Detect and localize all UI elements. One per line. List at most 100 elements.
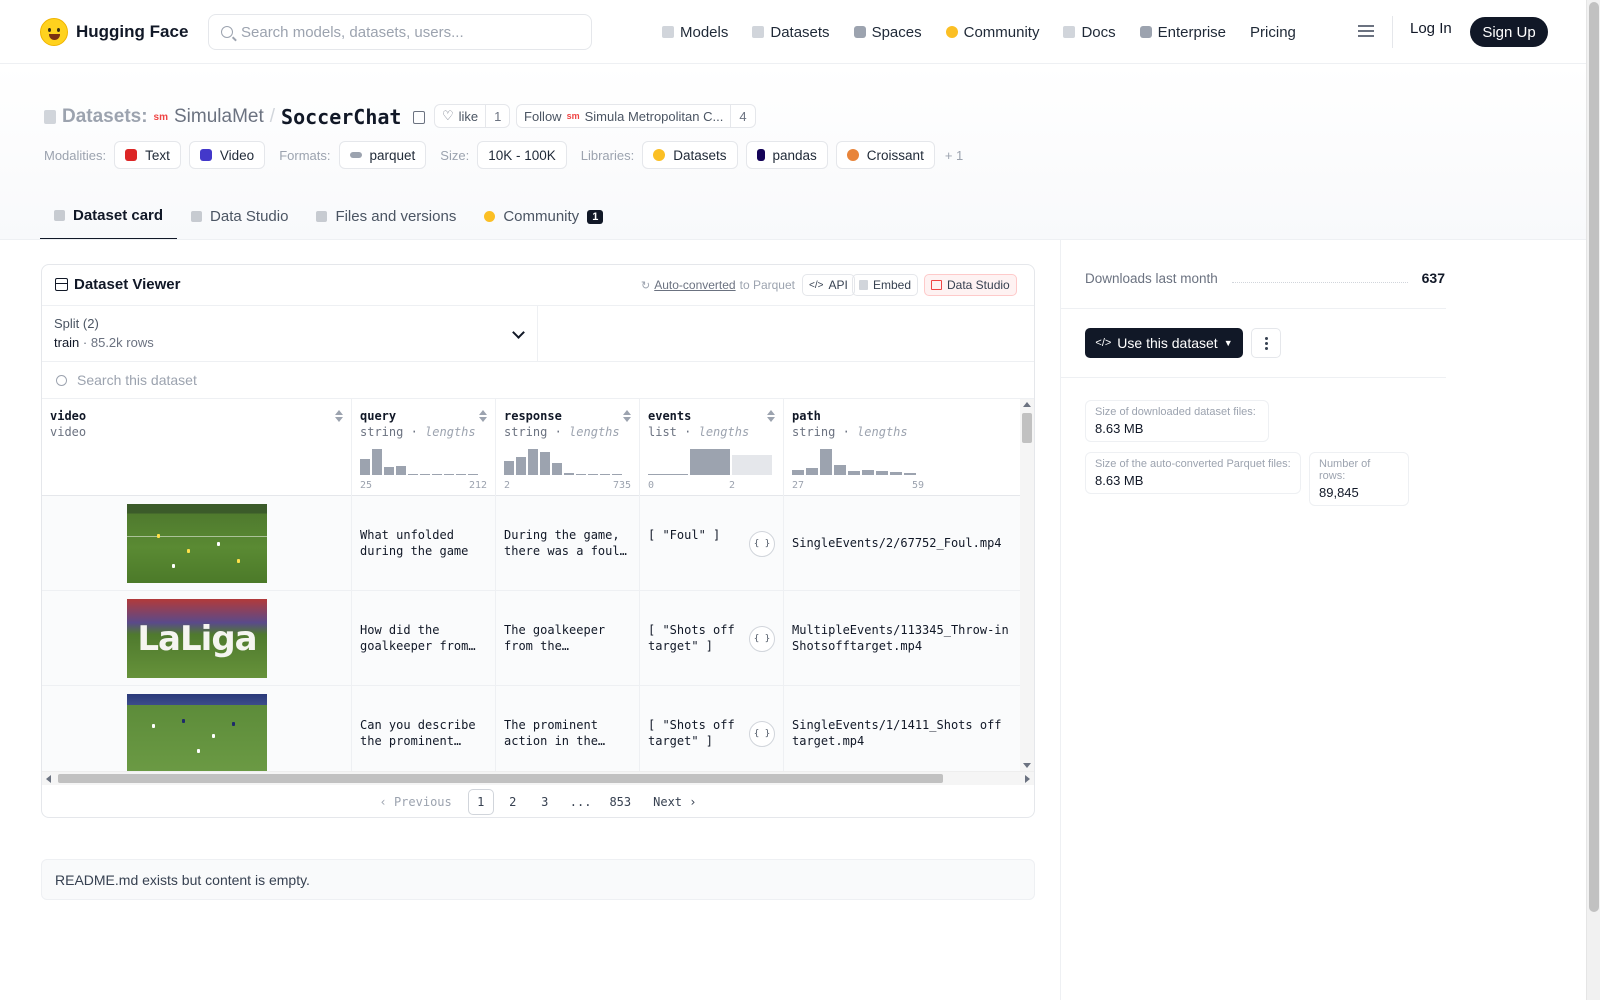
histogram-bar[interactable] <box>792 470 804 475</box>
scroll-left-icon[interactable] <box>46 775 51 783</box>
scrollbar-thumb[interactable] <box>1022 413 1032 443</box>
sort-icon[interactable] <box>623 410 631 422</box>
page-button[interactable]: 853 <box>609 795 632 809</box>
nav-link-spaces[interactable]: Spaces <box>853 24 922 41</box>
global-search-input[interactable]: Search models, datasets, users... <box>208 14 592 50</box>
histogram-bar[interactable] <box>456 474 466 475</box>
previous-page-button[interactable]: ‹ Previous <box>379 795 452 809</box>
nav-link-models[interactable]: Models <box>662 24 728 41</box>
histogram-bar[interactable] <box>820 449 832 475</box>
histogram-bar[interactable] <box>904 473 916 475</box>
table-horizontal-scrollbar[interactable] <box>42 771 1034 785</box>
auto-converted-link[interactable]: Auto-converted <box>654 278 736 292</box>
dataset-search-input[interactable]: Search this dataset <box>42 362 1034 399</box>
histogram-bar[interactable] <box>432 474 442 475</box>
length-histogram[interactable] <box>648 447 772 475</box>
api-button[interactable]: </> API <box>802 274 855 296</box>
page-button[interactable]: 2 <box>509 795 517 809</box>
tab-data-studio[interactable]: Data Studio <box>177 193 302 240</box>
table-cell[interactable]: MultipleEvents/113345_Throw-in Shotsofft… <box>784 591 1020 686</box>
nav-link-datasets[interactable]: Datasets <box>752 24 830 41</box>
json-view-icon[interactable]: { } <box>749 721 775 747</box>
table-cell[interactable]: SingleEvents/1/1411_Shots off target.mp4 <box>784 686 1020 771</box>
tab-dataset-card[interactable]: Dataset card <box>40 193 178 240</box>
sort-icon[interactable] <box>479 410 487 422</box>
length-histogram[interactable] <box>792 447 916 475</box>
sort-icon[interactable] <box>767 410 775 422</box>
histogram-bar[interactable] <box>732 455 772 475</box>
sort-icon[interactable] <box>335 410 343 422</box>
nav-link-pricing[interactable]: Pricing <box>1250 24 1296 41</box>
more-options-button[interactable] <box>1251 328 1281 358</box>
histogram-bar[interactable] <box>444 474 454 475</box>
table-cell[interactable]: SingleEvents/2/67752_Foul.mp4 <box>784 496 1020 591</box>
histogram-bar[interactable] <box>588 474 598 475</box>
embed-button[interactable]: Embed <box>852 274 919 296</box>
brand-logo[interactable]: Hugging Face <box>40 16 188 48</box>
histogram-bar[interactable] <box>564 473 574 475</box>
breadcrumb-section[interactable]: Datasets: <box>62 106 148 127</box>
histogram-bar[interactable] <box>516 457 526 475</box>
histogram-bar[interactable] <box>528 449 538 475</box>
histogram-bar[interactable] <box>540 452 550 475</box>
length-histogram[interactable] <box>360 447 478 475</box>
tag-pandas-lib[interactable]: pandas <box>745 141 828 169</box>
follow-button[interactable]: Follow sm Simula Metropolitan C... 4 <box>516 104 756 128</box>
json-view-icon[interactable]: { } <box>749 626 775 652</box>
table-vertical-scrollbar[interactable] <box>1020 399 1034 771</box>
tag-text[interactable]: Text <box>114 141 181 169</box>
nav-link-community[interactable]: Community <box>945 24 1039 41</box>
histogram-bar[interactable] <box>360 459 370 475</box>
column-header[interactable]: path string · lengths 27 59 <box>784 399 1020 496</box>
signup-button[interactable]: Sign Up <box>1470 17 1548 47</box>
table-cell[interactable]: [ "Shots off target" ] { } <box>640 686 783 771</box>
tag-size[interactable]: 10K - 100K <box>477 141 567 169</box>
histogram-bar[interactable] <box>834 465 846 475</box>
login-link[interactable]: Log In <box>1410 20 1452 37</box>
split-selector[interactable]: Split (2) train · 85.2k rows <box>42 306 538 362</box>
table-cell[interactable]: [ "Foul" ] { } <box>640 496 783 591</box>
histogram-bar[interactable] <box>576 474 586 475</box>
histogram-bar[interactable] <box>504 461 514 475</box>
table-cell[interactable]: How did the goalkeeper from… <box>352 591 495 686</box>
length-histogram[interactable] <box>504 447 622 475</box>
histogram-bar[interactable] <box>396 466 406 475</box>
histogram-bar[interactable] <box>420 474 430 475</box>
video-thumbnail[interactable] <box>127 694 267 771</box>
tab-community[interactable]: Community 1 <box>470 193 617 240</box>
histogram-bar[interactable] <box>806 468 818 475</box>
scroll-down-icon[interactable] <box>1023 763 1031 768</box>
table-cell[interactable]: The goalkeeper from the… <box>496 591 639 686</box>
like-button[interactable]: ♡ like 1 <box>434 104 511 128</box>
scrollbar-thumb[interactable] <box>58 774 943 783</box>
video-thumbnail[interactable]: LaLiga <box>127 599 267 678</box>
dataset-name[interactable]: SoccerChat <box>281 105 402 129</box>
table-cell[interactable]: The prominent action in the… <box>496 686 639 771</box>
tag-video[interactable]: Video <box>188 141 266 169</box>
tag-croissant-lib[interactable]: Croissant <box>835 141 935 169</box>
histogram-bar[interactable] <box>600 474 610 475</box>
page-scrollbar-thumb[interactable] <box>1589 2 1599 912</box>
table-cell[interactable]: Can you describe the prominent… <box>352 686 495 771</box>
histogram-bar[interactable] <box>876 471 888 475</box>
json-view-icon[interactable]: { } <box>749 531 775 557</box>
page-scrollbar[interactable] <box>1586 0 1600 1000</box>
breadcrumb-org[interactable]: SimulaMet <box>174 106 264 127</box>
page-button[interactable]: 1 <box>467 789 494 815</box>
histogram-bar[interactable] <box>648 474 688 475</box>
histogram-bar[interactable] <box>408 474 418 475</box>
nav-link-docs[interactable]: Docs <box>1063 24 1116 41</box>
more-menu-icon[interactable] <box>1358 25 1374 37</box>
more-tags-link[interactable]: + 1 <box>944 147 964 163</box>
page-button[interactable]: 3 <box>541 795 549 809</box>
copy-icon[interactable] <box>413 110 426 124</box>
histogram-bar[interactable] <box>690 449 730 475</box>
column-header[interactable]: query string · lengths 25 212 <box>352 399 495 496</box>
column-header[interactable]: response string · lengths 2 735 <box>496 399 639 496</box>
video-thumbnail[interactable] <box>127 504 267 583</box>
histogram-bar[interactable] <box>372 449 382 475</box>
histogram-bar[interactable] <box>384 467 394 475</box>
tab-files-and-versions[interactable]: Files and versions <box>302 193 470 240</box>
histogram-bar[interactable] <box>552 463 562 475</box>
